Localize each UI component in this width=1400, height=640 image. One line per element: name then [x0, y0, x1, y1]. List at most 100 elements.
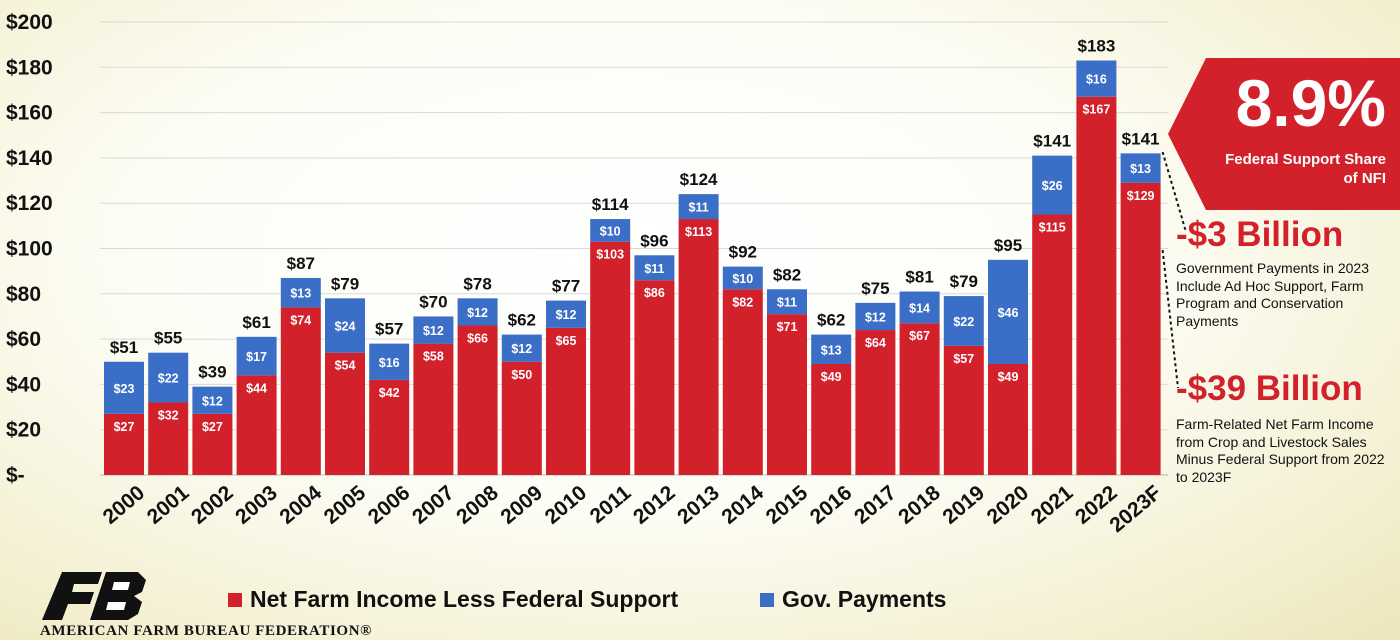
y-tick-label: $80 — [6, 283, 41, 306]
data-label-total: $114 — [592, 195, 629, 214]
x-tick-label: 2023F — [1105, 481, 1166, 537]
note-heading-gov-payments: -$3 Billion — [1176, 215, 1344, 254]
note-body-net-farm-income: Farm-Related Net Farm Income from Crop a… — [1176, 416, 1385, 485]
bar-segment-net-farm-income — [236, 375, 277, 475]
data-label-net-farm-income: $64 — [865, 336, 886, 350]
data-label-total: $79 — [950, 272, 978, 291]
bar-segment-gov-payments — [501, 334, 542, 362]
data-label-gov-payments: $26 — [1042, 179, 1063, 193]
bar-segment-net-farm-income — [943, 345, 984, 475]
bar-segment-net-farm-income — [546, 327, 586, 475]
data-label-total: $82 — [773, 265, 801, 284]
x-tick-label: 2008 — [452, 481, 503, 529]
farm-bureau-logo — [42, 572, 152, 620]
data-label-net-farm-income: $27 — [114, 420, 135, 434]
bar-segment-gov-payments — [943, 296, 984, 346]
bar-segment-gov-payments — [104, 361, 144, 414]
x-tick-label: 2012 — [629, 481, 680, 529]
bar-segment-net-farm-income — [722, 289, 763, 475]
bar-segment-gov-payments — [325, 298, 365, 353]
bar-segment-net-farm-income — [192, 413, 233, 475]
legend-label-net-farm-income: Net Farm Income Less Federal Support — [250, 586, 679, 612]
bar-segment-gov-payments — [1120, 153, 1161, 183]
y-tick-label: $- — [6, 464, 25, 487]
data-label-total: $79 — [331, 274, 359, 293]
data-label-gov-payments: $12 — [202, 394, 223, 408]
x-tick-label: 2002 — [187, 481, 238, 529]
callout-percent: 8.9% — [1235, 66, 1386, 140]
y-tick-label: $180 — [6, 56, 53, 79]
legend-label-gov-payments: Gov. Payments — [782, 586, 947, 612]
legend-swatch-blue — [760, 592, 774, 607]
data-label-gov-payments: $13 — [1130, 162, 1151, 176]
bar-segment-gov-payments — [236, 336, 277, 376]
x-tick-label: 2019 — [938, 481, 989, 529]
connector-line-nfi — [1161, 249, 1179, 389]
bar-segment-net-farm-income — [369, 379, 410, 475]
data-label-total: $183 — [1077, 37, 1115, 56]
bar-segment-gov-payments — [855, 302, 896, 331]
bar-segment-gov-payments — [590, 219, 631, 242]
x-tick-label: 2007 — [408, 481, 459, 529]
data-label-net-farm-income: $113 — [685, 225, 712, 239]
bar-segment-net-farm-income — [325, 352, 365, 475]
data-label-gov-payments: $13 — [290, 287, 311, 301]
federal-support-callout: 8.9% Federal Support Share of NFI — [1168, 58, 1400, 210]
y-tick-label: $140 — [6, 147, 53, 170]
data-label-net-farm-income: $49 — [998, 370, 1019, 384]
bar-segment-net-farm-income — [855, 330, 896, 475]
data-label-net-farm-income: $44 — [246, 381, 267, 395]
bar-segment-net-farm-income — [148, 402, 189, 475]
data-label-total: $62 — [508, 311, 536, 330]
x-tick-label: 2010 — [541, 481, 592, 529]
data-label-net-farm-income: $66 — [467, 332, 488, 346]
legend-swatch-red — [228, 592, 242, 607]
y-tick-label: $40 — [6, 373, 41, 396]
data-label-total: $95 — [994, 236, 1022, 255]
x-tick-label: 2003 — [231, 481, 282, 529]
bar-segment-gov-payments — [280, 277, 321, 308]
bar-segment-net-farm-income — [280, 307, 321, 475]
bar-segment-net-farm-income — [413, 343, 454, 475]
bar-segment-gov-payments — [148, 352, 189, 403]
data-label-total: $78 — [463, 274, 491, 293]
bar-segment-gov-payments — [722, 266, 763, 290]
bar-segment-gov-payments — [192, 386, 233, 414]
x-tick-label: 2021 — [1027, 481, 1078, 529]
data-label-gov-payments: $16 — [1086, 73, 1107, 87]
x-tick-label: 2016 — [806, 481, 857, 529]
y-tick-label: $200 — [6, 11, 53, 34]
data-label-net-farm-income: $49 — [821, 370, 842, 384]
data-label-net-farm-income: $54 — [335, 359, 356, 373]
data-label-total: $57 — [375, 320, 403, 339]
data-label-gov-payments: $14 — [909, 301, 930, 315]
data-label-gov-payments: $23 — [114, 382, 135, 396]
legend-item-net-farm-income: Net Farm Income Less Federal Support — [228, 586, 678, 613]
callout-text: Federal Support Share of NFI — [1225, 151, 1386, 187]
bar-segment-gov-payments — [634, 255, 675, 281]
data-label-net-farm-income: $115 — [1039, 221, 1066, 235]
data-label-total: $61 — [242, 313, 270, 332]
bar-segment-net-farm-income — [899, 323, 940, 475]
data-label-net-farm-income: $103 — [596, 248, 624, 262]
bar-segment-net-farm-income — [104, 413, 144, 475]
bar-segment-net-farm-income — [457, 325, 498, 475]
data-label-net-farm-income: $74 — [290, 313, 311, 327]
data-label-net-farm-income: $86 — [644, 286, 665, 300]
data-label-total: $62 — [817, 311, 845, 330]
callout-arrow-shape — [1168, 58, 1400, 210]
bar-segment-gov-payments — [546, 300, 586, 328]
bar-segment-gov-payments — [988, 259, 1028, 365]
data-label-total: $87 — [287, 254, 315, 273]
fb-logo-icon — [42, 572, 146, 620]
x-tick-label: 2006 — [364, 481, 415, 529]
data-label-total: $77 — [552, 277, 580, 296]
connector-line-gov — [1161, 151, 1187, 233]
bar-segment-gov-payments — [457, 298, 498, 326]
x-tick-label: 2014 — [717, 481, 768, 529]
legend-item-gov-payments: Gov. Payments — [760, 586, 946, 613]
data-label-net-farm-income: $32 — [158, 409, 179, 423]
data-label-net-farm-income: $167 — [1082, 103, 1110, 117]
bar-segment-gov-payments — [767, 289, 807, 315]
